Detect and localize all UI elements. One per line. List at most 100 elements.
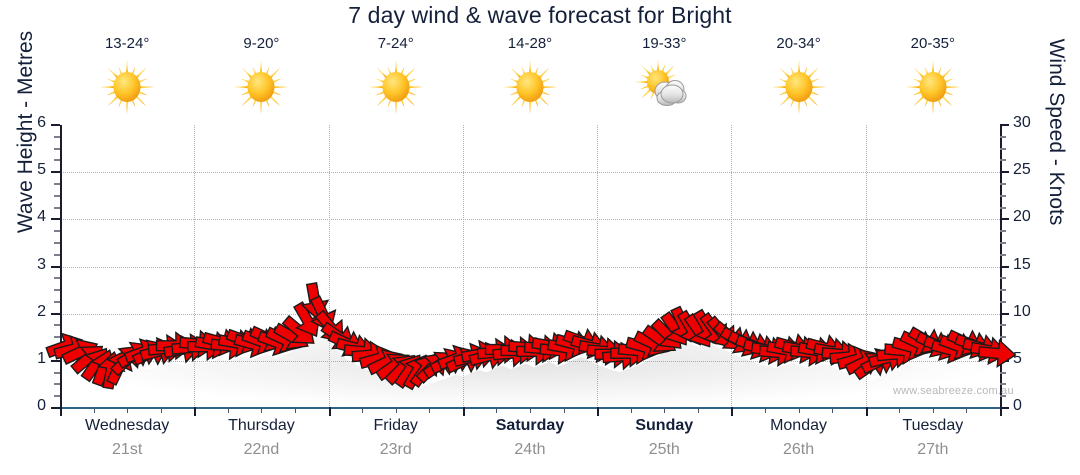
- temperature-range: 7-24°: [377, 35, 414, 52]
- day-name: Thursday: [228, 417, 295, 434]
- y-tick-minor-left: [54, 371, 60, 374]
- x-tick-minor: [227, 407, 229, 413]
- y-tick-minor-right: [1000, 135, 1006, 138]
- x-tick-minor: [664, 407, 666, 413]
- day-name: Wednesday: [85, 417, 170, 434]
- x-tick-minor: [530, 407, 531, 413]
- y-tick-minor-left: [54, 300, 60, 303]
- day-header-strip: 13-24° 9-20° 7-24°: [60, 34, 1000, 126]
- y-tick-minor-left: [54, 159, 60, 162]
- y-tick-label-right: 15: [1013, 255, 1031, 273]
- y-tick-label-right: 25: [1013, 161, 1031, 179]
- day-date: 25th: [648, 441, 680, 458]
- y-axis-right-title: Wind Speed - Knots: [1045, 38, 1068, 226]
- x-tick-minor: [362, 407, 364, 413]
- y-axis-left: [60, 125, 62, 408]
- y-tick-minor-right: [1000, 371, 1006, 374]
- y-tick-minor-right: [1000, 289, 1006, 292]
- y-tick-minor-right: [1000, 147, 1006, 150]
- day-date: 22nd: [243, 441, 280, 458]
- y-tick-minor-left: [54, 135, 60, 138]
- y-tick-minor-left: [54, 277, 60, 280]
- sunny-icon: [769, 56, 829, 118]
- day-label: Tuesday 27th: [866, 414, 1000, 472]
- day-header: 20-34°: [731, 34, 865, 126]
- y-tick-label-right: 0: [1013, 397, 1022, 414]
- sunny-icon: [903, 56, 963, 118]
- x-tick-major: [597, 407, 600, 416]
- day-header: 9-20°: [194, 34, 328, 126]
- y-tick-minor-right: [1000, 230, 1006, 233]
- gridline-vertical: [462, 125, 464, 408]
- wind-arrows: [45, 281, 1017, 391]
- x-tick-minor: [765, 407, 766, 413]
- day-date: 27th: [917, 441, 949, 458]
- temperature-range: 13-24°: [104, 35, 150, 52]
- x-tick-minor: [832, 407, 834, 413]
- day-header: 13-24°: [60, 34, 194, 126]
- y-tick-minor-right: [1000, 324, 1006, 327]
- y-axis-left-title: Wave Height - Metres: [14, 30, 37, 234]
- y-tick-minor-left: [54, 206, 60, 209]
- x-tick-major: [731, 407, 734, 416]
- gridline-horizontal: [60, 172, 1000, 174]
- gridline-vertical: [731, 125, 733, 408]
- y-tick-left: [51, 407, 60, 409]
- sunny-icon: [97, 56, 157, 118]
- y-tick-minor-left: [54, 289, 60, 292]
- y-tick-label-right: 10: [1013, 302, 1031, 320]
- day-name: Monday: [770, 417, 827, 434]
- y-tick-label-left: 4: [37, 208, 46, 226]
- x-tick-major: [328, 407, 331, 416]
- x-tick-major: [1000, 407, 1002, 416]
- x-tick-minor: [899, 407, 901, 413]
- wind-arrow-series: [45, 281, 1017, 408]
- temperature-range: 9-20°: [243, 35, 280, 52]
- y-tick-minor-left: [54, 147, 60, 150]
- x-tick-minor: [160, 407, 162, 413]
- x-tick-minor: [630, 407, 632, 413]
- y-tick-right: [1000, 265, 1009, 268]
- day-label: Saturday 24th: [463, 414, 597, 472]
- day-date: 26th: [782, 441, 815, 458]
- gridline-vertical: [865, 125, 867, 408]
- y-tick-left: [51, 265, 60, 268]
- temperature-range: 19-33°: [642, 35, 687, 52]
- y-tick-label-left: 6: [37, 114, 46, 131]
- day-name: Friday: [373, 417, 418, 434]
- day-date: 23rd: [379, 441, 412, 458]
- y-tick-label-left: 5: [37, 161, 46, 179]
- day-date: 24th: [514, 441, 546, 458]
- y-tick-right: [1000, 218, 1009, 221]
- x-tick-minor: [93, 407, 95, 413]
- temperature-range: 14-28°: [507, 35, 553, 52]
- partly-cloudy-icon: [634, 56, 694, 118]
- x-tick-minor: [563, 407, 565, 413]
- y-tick-label-left: 3: [37, 255, 46, 273]
- y-tick-minor-left: [54, 336, 60, 339]
- gridline-horizontal: [60, 313, 1000, 315]
- x-tick-minor: [932, 407, 934, 413]
- y-tick-minor-right: [1000, 253, 1006, 256]
- x-tick-major: [462, 407, 465, 416]
- day-label: Sunday 25th: [597, 414, 731, 472]
- y-tick-left: [51, 218, 60, 221]
- x-tick-minor: [127, 407, 129, 413]
- day-name: Saturday: [495, 417, 565, 434]
- y-tick-minor-right: [1000, 182, 1006, 185]
- y-tick-label-right: 30: [1013, 114, 1031, 131]
- y-tick-minor-right: [1000, 206, 1006, 209]
- x-tick-minor: [395, 407, 397, 413]
- y-tick-left: [51, 171, 60, 174]
- y-tick-left: [51, 312, 60, 315]
- sunny-icon: [231, 56, 291, 118]
- y-tick-right: [1000, 407, 1009, 409]
- x-tick-minor: [966, 407, 968, 413]
- x-tick-major: [60, 407, 62, 416]
- y-tick-minor-right: [1000, 277, 1006, 280]
- gridline-horizontal: [60, 266, 1000, 268]
- page-title: 7 day wind & wave forecast for Bright: [348, 2, 732, 28]
- y-tick-minor-left: [54, 253, 60, 256]
- y-tick-minor-right: [1000, 241, 1006, 244]
